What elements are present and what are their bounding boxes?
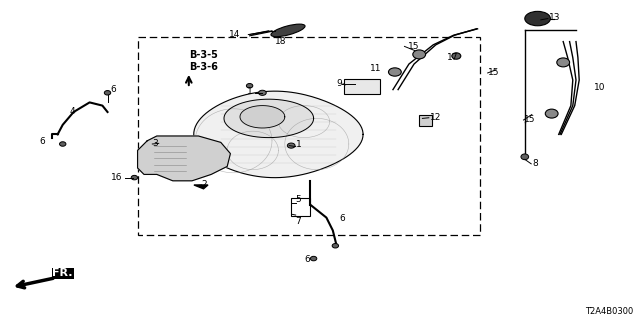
Bar [291, 198, 310, 216]
Ellipse shape [271, 24, 305, 37]
Text: FR.: FR. [52, 268, 73, 278]
Text: 6: 6 [304, 255, 310, 264]
Ellipse shape [413, 50, 426, 59]
Text: 6: 6 [40, 137, 45, 146]
Text: 17: 17 [447, 53, 458, 62]
Ellipse shape [525, 11, 550, 26]
Ellipse shape [521, 154, 529, 160]
Text: T2A4B0300: T2A4B0300 [586, 307, 634, 316]
Text: B-3-6: B-3-6 [189, 62, 218, 72]
Text: 1: 1 [247, 87, 253, 96]
Text: 1: 1 [296, 140, 301, 149]
Ellipse shape [545, 109, 558, 118]
Text: 14: 14 [229, 30, 241, 39]
Text: 2: 2 [202, 180, 207, 189]
Text: FR.: FR. [52, 268, 73, 278]
Ellipse shape [388, 68, 401, 76]
Ellipse shape [310, 256, 317, 261]
Text: 7: 7 [296, 217, 301, 226]
Text: 6: 6 [339, 214, 345, 223]
FancyBboxPatch shape [419, 115, 432, 126]
Text: 12: 12 [430, 113, 442, 122]
Polygon shape [224, 99, 314, 138]
Polygon shape [194, 91, 363, 178]
Text: 3: 3 [152, 139, 158, 148]
FancyBboxPatch shape [344, 79, 380, 94]
Ellipse shape [332, 244, 339, 248]
Text: 8: 8 [532, 159, 538, 168]
Ellipse shape [104, 91, 111, 95]
Ellipse shape [259, 90, 266, 95]
Text: 6: 6 [110, 85, 116, 94]
Text: 13: 13 [549, 13, 561, 22]
Text: 11: 11 [370, 64, 381, 73]
Text: B-3-5: B-3-5 [189, 50, 218, 60]
Text: 9: 9 [336, 79, 342, 88]
Ellipse shape [452, 53, 461, 59]
Text: 15: 15 [524, 116, 535, 124]
Polygon shape [138, 136, 230, 181]
Text: 10: 10 [594, 84, 605, 92]
Ellipse shape [557, 58, 570, 67]
Polygon shape [240, 106, 285, 128]
Ellipse shape [246, 84, 253, 88]
Text: 15: 15 [488, 68, 499, 77]
Ellipse shape [287, 143, 295, 148]
Text: 18: 18 [275, 37, 287, 46]
Text: 16: 16 [111, 173, 123, 182]
Ellipse shape [131, 175, 138, 180]
Text: 5: 5 [296, 195, 301, 204]
Text: 15: 15 [408, 42, 420, 51]
Text: 4: 4 [69, 107, 75, 116]
Ellipse shape [60, 142, 66, 146]
Polygon shape [194, 185, 208, 189]
Bar [138, 37, 480, 235]
